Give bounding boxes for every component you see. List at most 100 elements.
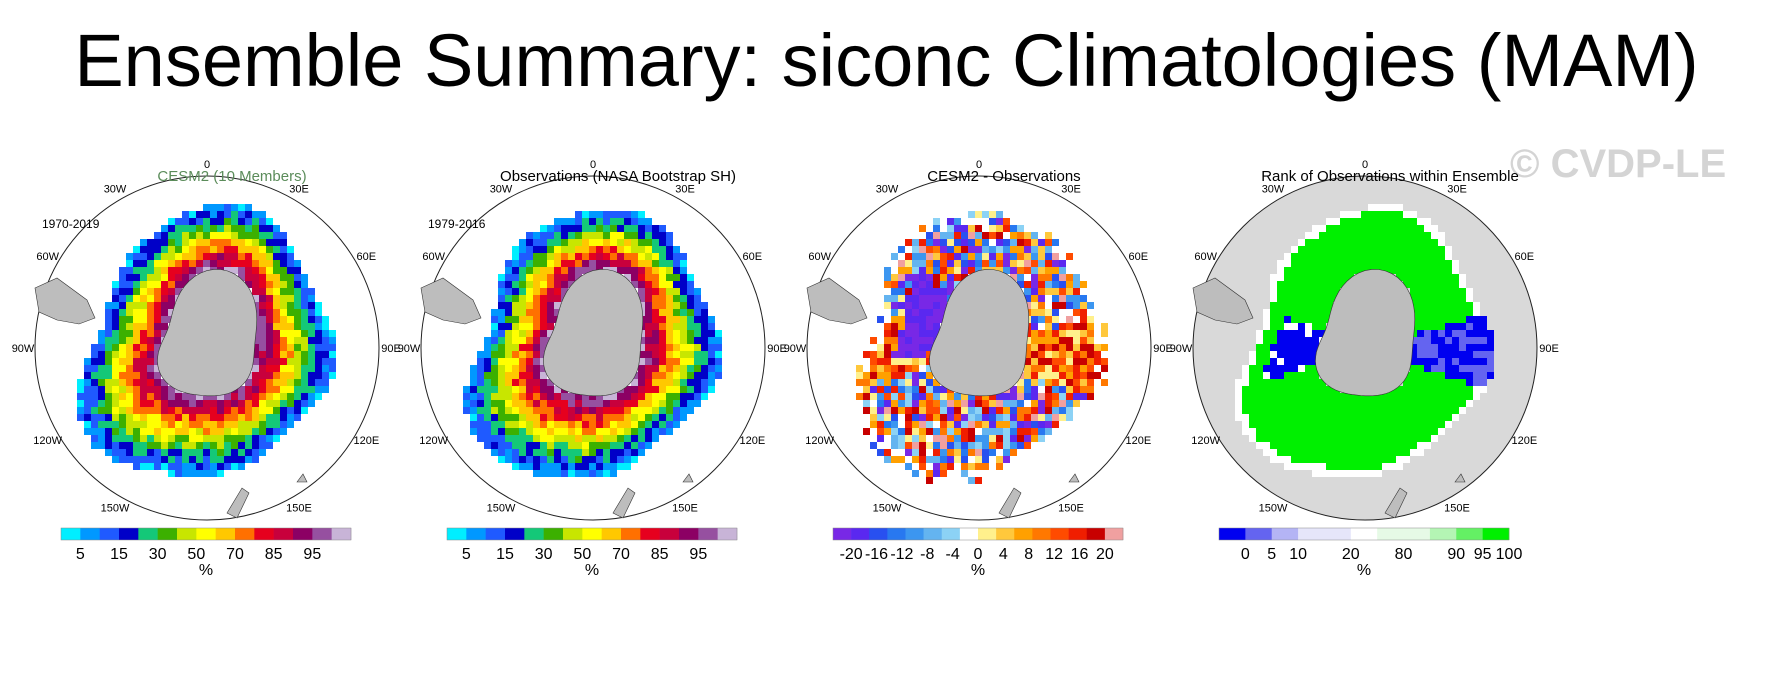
longitude-label: 0 [204, 159, 210, 171]
longitude-label: 90W [12, 343, 35, 355]
panel-title: Observations (NASA Bootstrap SH) [500, 168, 736, 185]
colorbar-segment [1245, 528, 1273, 540]
sea-ice-cells [856, 211, 1108, 484]
colorbar-segment [1429, 528, 1457, 540]
island-landmass [1454, 473, 1466, 483]
colorbar-segment [505, 528, 525, 540]
colorbar-segment [1050, 528, 1069, 540]
colorbar-segment [177, 528, 197, 540]
longitude-label: 120E [1511, 435, 1537, 447]
colorbar-segment [978, 528, 997, 540]
colorbar-segment [119, 528, 139, 540]
colorbar: 5 15 30 50 70 85 95% [446, 527, 738, 579]
longitude-label: 120W [1191, 435, 1220, 447]
longitude-label: 120E [353, 435, 379, 447]
longitude-label: 150E [1444, 502, 1470, 514]
longitude-label: 60W [422, 251, 445, 263]
colorbar-tick-label: 30 [535, 546, 553, 563]
longitude-label: 90E [1153, 343, 1173, 355]
longitude-label: 60W [1194, 251, 1217, 263]
panel-difference: 030E60E90E120E150E180150W120W90W60W30W-2… [784, 150, 1224, 670]
panel-rank: 030E60E90E120E150E180150W120W90W60W30W05… [1170, 150, 1610, 670]
page-title: Ensemble Summary: siconc Climatologies (… [74, 19, 1699, 102]
longitude-label: 30E [1061, 184, 1081, 196]
colorbar-tick-label: -16 [865, 546, 888, 563]
colorbar-tick-label: 50 [573, 546, 591, 563]
colorbar-tick-label: 10 [1289, 546, 1307, 563]
south-america-landmass [806, 277, 868, 325]
south-america-landmass [34, 277, 96, 325]
colorbar-segment [717, 528, 738, 540]
colorbar-segment [959, 528, 979, 540]
colorbar-segment [1350, 528, 1378, 540]
colorbar-segment [905, 528, 924, 540]
colorbar-segment [80, 528, 100, 540]
longitude-label: 120E [739, 435, 765, 447]
period-label: 1970-2019 [42, 217, 100, 231]
colorbar-segment [679, 528, 699, 540]
longitude-label: 150E [1058, 502, 1084, 514]
colorbar-segment [331, 528, 352, 540]
colorbar-segment [621, 528, 641, 540]
longitude-label: 30E [289, 184, 309, 196]
south-america-landmass [420, 277, 482, 325]
colorbar-tick-label: 4 [999, 546, 1008, 563]
colorbar: 5 15 30 50 70 85 95% [60, 527, 352, 579]
longitude-label: 60E [357, 251, 377, 263]
south-america-landmass [1192, 277, 1254, 325]
longitude-label: 90E [1539, 343, 1559, 355]
period-label: 1979-2016 [428, 217, 486, 231]
colorbar-segment [869, 528, 888, 540]
colorbar-segment [996, 528, 1015, 540]
colorbar-segment [235, 528, 255, 540]
longitude-label: 90W [784, 343, 807, 355]
colorbar-segment [293, 528, 313, 540]
longitude-label: 150W [873, 502, 902, 514]
colorbar-segment [601, 528, 622, 540]
sea-ice-cells [463, 211, 722, 477]
colorbar-segment [61, 528, 81, 540]
colorbar-unit: % [1357, 562, 1371, 579]
colorbar-tick-label: 8 [1024, 546, 1033, 563]
colorbar-segment [640, 528, 660, 540]
colorbar-unit: % [585, 562, 599, 579]
longitude-label: 30E [675, 184, 695, 196]
colorbar-segment [312, 528, 332, 540]
colorbar-tick-label: 95 [689, 546, 707, 563]
colorbar-segment [941, 528, 961, 540]
polar-map: 030E60E90E120E150E180150W120W90W60W30W05… [1170, 159, 1559, 579]
colorbar-segment [1298, 528, 1325, 540]
longitude-label: 90W [1170, 343, 1193, 355]
colorbar-segment [923, 528, 943, 540]
colorbar-tick-label: 20 [1342, 546, 1360, 563]
longitude-label: 150W [101, 502, 130, 514]
colorbar-segment [833, 528, 852, 540]
colorbar-segment [138, 528, 158, 540]
longitude-label: 150W [1259, 502, 1288, 514]
longitude-label: 90E [381, 343, 401, 355]
colorbar-segment [659, 528, 680, 540]
island-landmass [682, 473, 694, 483]
watermark: © CVDP-LE [1510, 142, 1727, 186]
colorbar-segment [524, 528, 544, 540]
longitude-label: 150E [672, 502, 698, 514]
new-zealand-landmass [612, 487, 636, 519]
panel-title: CESM2 (10 Members) [157, 168, 307, 185]
colorbar-tick-label: 90 [1447, 546, 1465, 563]
longitude-label: 60W [36, 251, 59, 263]
island-landmass [296, 473, 308, 483]
colorbar-tick-label: 0 [974, 546, 983, 563]
colorbar-tick-label: 95 [303, 546, 321, 563]
longitude-label: 60E [743, 251, 763, 263]
colorbar-segment [1014, 528, 1033, 540]
colorbar-tick-label: 50 [187, 546, 205, 563]
island-landmass [1068, 473, 1080, 483]
colorbar-tick-label: 5 [462, 546, 471, 563]
colorbar-segment [543, 528, 564, 540]
longitude-label: 0 [1362, 159, 1368, 171]
colorbar-segment [485, 528, 506, 540]
colorbar-tick-label: 95 [1474, 546, 1492, 563]
new-zealand-landmass [226, 487, 250, 519]
colorbar-segment [196, 528, 216, 540]
longitude-label: 90E [767, 343, 787, 355]
